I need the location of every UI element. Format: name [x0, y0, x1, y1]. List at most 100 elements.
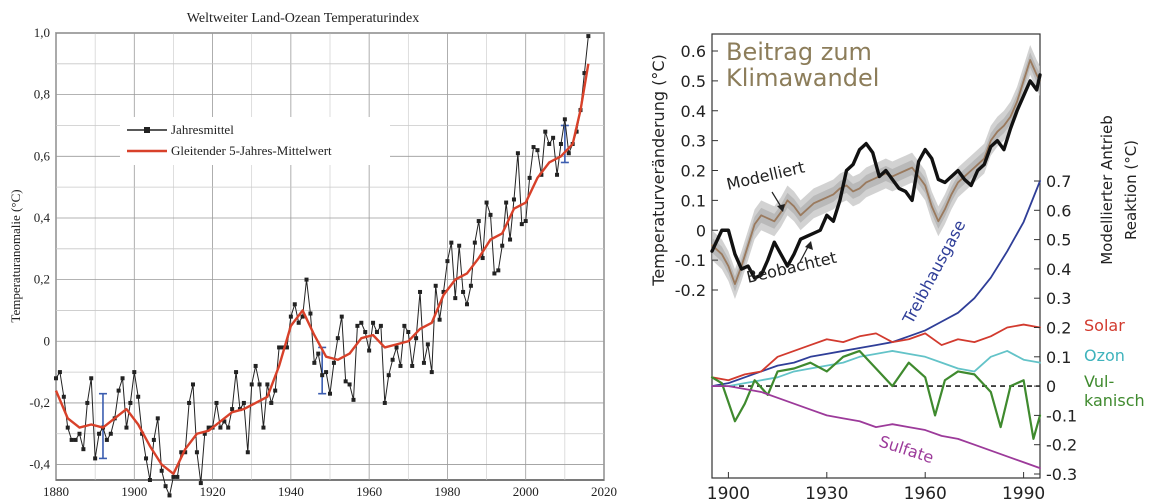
point-jahresmittel-1891: [97, 431, 102, 436]
point-jahresmittel-1946: [312, 360, 317, 365]
point-jahresmittel-1933: [261, 425, 266, 430]
left-x-tick-labels: 1880 1900 1920 1940 1960 1980 2000 2020: [43, 484, 617, 499]
right-model-uncertainty-band: [712, 45, 1040, 299]
left-y-tick-1-0: 1,0: [34, 25, 50, 40]
left-x-tick-2020: 2020: [591, 484, 617, 499]
point-jahresmittel-1936: [273, 388, 278, 393]
point-jahresmittel-1889: [89, 376, 94, 381]
right-plot-frame: [711, 33, 1041, 479]
point-jahresmittel-1883: [65, 425, 70, 430]
point-jahresmittel-1942: [296, 320, 301, 325]
point-jahresmittel-1963: [378, 323, 383, 328]
point-jahresmittel-1958: [359, 320, 364, 325]
point-jahresmittel-1937: [277, 345, 282, 350]
right-right-y-tick-0-1: 0.1: [1046, 348, 1071, 367]
point-jahresmittel-1962: [374, 330, 379, 335]
legend-background: [120, 117, 390, 165]
legend-label-annual: Jahresmittel: [171, 122, 234, 137]
right-left-y-tick-0-3: 0.3: [681, 132, 706, 151]
point-jahresmittel-1893: [104, 437, 109, 442]
right-chart-title-line1: Beitrag zum: [726, 38, 872, 66]
point-jahresmittel-2000: [523, 219, 528, 224]
point-jahresmittel-1964: [382, 400, 387, 405]
left-y-tick-0: 0: [44, 333, 51, 348]
point-jahresmittel-1915: [191, 382, 195, 387]
point-jahresmittel-1909: [167, 493, 172, 498]
right-left-y-tick-0-4: 0.4: [681, 102, 706, 121]
left-x-tick-1940: 1940: [278, 484, 304, 499]
point-jahresmittel-1952: [335, 336, 340, 341]
point-jahresmittel-1956: [351, 397, 356, 402]
point-jahresmittel-1894: [108, 431, 113, 436]
left-y-tick-0-8: 0,8: [34, 87, 50, 102]
point-jahresmittel-1995: [504, 200, 509, 205]
point-jahresmittel-1911: [175, 474, 180, 479]
point-jahresmittel-1953: [339, 314, 344, 319]
point-jahresmittel-2007: [551, 135, 556, 140]
point-jahresmittel-1994: [500, 243, 505, 248]
point-jahresmittel-1907: [159, 468, 164, 473]
point-jahresmittel-1918: [202, 431, 207, 436]
point-jahresmittel-2005: [543, 129, 548, 134]
point-jahresmittel-1922: [218, 425, 223, 430]
point-jahresmittel-1982: [453, 296, 458, 301]
left-y-tick-labels: -0,4 -0,2 0 0,2 0,4 0,6 0,8 1,0: [29, 25, 50, 472]
point-jahresmittel-1972: [414, 336, 419, 341]
series-label-solar: Solar: [1084, 316, 1125, 335]
point-jahresmittel-2011: [566, 151, 571, 156]
left-chart-title: Weltweiter Land-Ozean Temperaturindex: [187, 11, 419, 26]
point-jahresmittel-1941: [292, 302, 297, 307]
point-jahresmittel-1973: [418, 289, 423, 294]
point-jahresmittel-1930: [249, 382, 254, 387]
point-jahresmittel-1980: [445, 259, 450, 264]
series-line-beobachtet: [710, 73, 1042, 280]
legend-marker-annual: [144, 127, 150, 133]
point-jahresmittel-1981: [449, 240, 454, 245]
point-jahresmittel-1905: [151, 437, 156, 442]
point-jahresmittel-1945: [308, 311, 313, 316]
point-jahresmittel-1998: [515, 151, 520, 156]
point-jahresmittel-1944: [304, 277, 309, 282]
left-y-tick-0-2: -0,2: [29, 395, 50, 410]
point-jahresmittel-1934: [265, 382, 270, 387]
point-jahresmittel-2003: [535, 148, 540, 153]
point-jahresmittel-1968: [398, 363, 403, 368]
right-right-y-tick-labels: -0.3 -0.2 -0.1 0 0.1 0.2 0.3 0.4 0.5 0.6 0.7: [1034, 172, 1077, 484]
right-left-y-tick-0-6: 0.6: [681, 42, 706, 61]
left-x-tick-1880: 1880: [43, 484, 69, 499]
point-jahresmittel-1948: [320, 373, 325, 378]
point-jahresmittel-1898: [124, 425, 129, 430]
point-jahresmittel-1969: [402, 323, 407, 328]
point-jahresmittel-1965: [386, 373, 391, 378]
point-jahresmittel-1940: [288, 314, 293, 319]
series-line-ozon: [711, 350, 1041, 388]
point-jahresmittel-1975: [425, 342, 430, 347]
point-jahresmittel-1923: [222, 419, 227, 424]
point-jahresmittel-1960: [367, 348, 372, 353]
series-label-vulkanisch-line2: kanisch: [1084, 391, 1145, 410]
series-label-ozon: Ozon: [1084, 346, 1125, 365]
point-jahresmittel-1957: [355, 323, 360, 328]
point-jahresmittel-1971: [410, 363, 415, 368]
point-jahresmittel-1970: [406, 330, 411, 335]
right-right-y-tick-0-6: 0.6: [1046, 201, 1071, 220]
point-jahresmittel-1885: [73, 437, 78, 442]
annotation-beobachtet-arrowhead: [805, 241, 813, 250]
point-jahresmittel-1987: [472, 240, 477, 245]
point-jahresmittel-2004: [539, 172, 544, 177]
right-y-axis-label: Temperaturveränderung (°C): [649, 54, 668, 286]
point-jahresmittel-1939: [284, 345, 289, 350]
point-jahresmittel-1928: [241, 400, 246, 405]
point-jahresmittel-1881: [57, 370, 62, 375]
point-jahresmittel-1906: [155, 416, 160, 421]
point-jahresmittel-1910: [171, 474, 176, 479]
point-jahresmittel-2010: [562, 117, 567, 122]
point-jahresmittel-1897: [120, 376, 125, 381]
point-jahresmittel-1886: [77, 431, 82, 436]
series-line-vulkanisch: [710, 349, 1042, 440]
left-series: [54, 34, 591, 498]
point-jahresmittel-1974: [421, 360, 426, 365]
point-jahresmittel-1903: [144, 456, 149, 461]
point-jahresmittel-1992: [492, 271, 497, 276]
